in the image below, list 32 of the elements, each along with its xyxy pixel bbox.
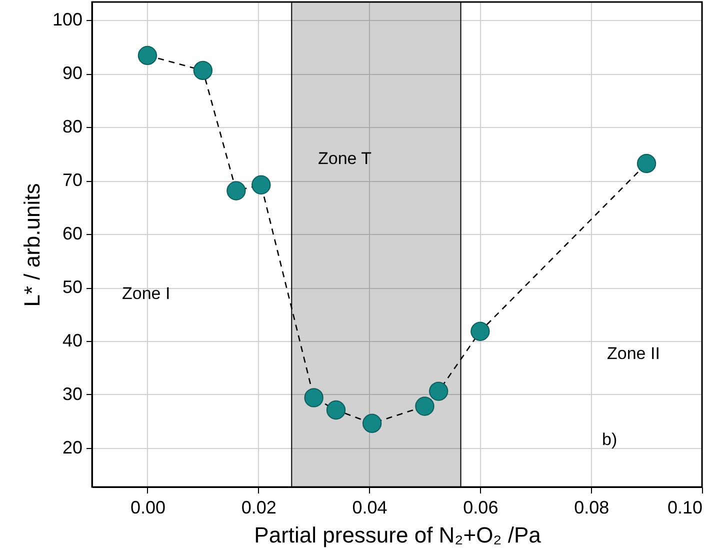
y-tick-label: 100 (52, 10, 82, 30)
x-tick-label: 0.00 (130, 498, 166, 518)
y-tick-label: 30 (62, 384, 82, 404)
x-tick-label: 0.08 (574, 498, 610, 518)
y-tick-label: 90 (62, 63, 82, 84)
point (304, 388, 324, 408)
annotation: Zone I (122, 284, 170, 303)
point (226, 181, 246, 200)
x-tick-label: 0.04 (352, 498, 388, 518)
y-tick-label: 60 (62, 224, 82, 244)
annotation: Zone T (318, 149, 372, 168)
y-tick-label: 40 (62, 330, 82, 351)
x-tick-label: 0.06 (463, 498, 498, 518)
point (326, 400, 346, 420)
x-axis-title: Partial pressure of N₂+O₂ /Pa (254, 522, 542, 548)
y-tick-label: 50 (62, 277, 82, 298)
point (193, 60, 212, 80)
point (362, 414, 382, 433)
y-tick-label: 70 (62, 170, 82, 190)
y-tick-label: 20 (62, 437, 82, 458)
point (429, 382, 448, 401)
x-tick-label: 0.10 (667, 498, 702, 518)
annotation: Zone II (607, 344, 660, 363)
y-axis-title: L* / arb.units (19, 183, 44, 307)
y-tick-label: 80 (62, 116, 82, 137)
point (415, 396, 434, 416)
point (138, 46, 158, 66)
point (252, 175, 271, 194)
point (470, 322, 490, 341)
x-tick-label: 0.02 (241, 498, 276, 518)
annotation: b) (602, 430, 618, 449)
point (636, 154, 656, 174)
